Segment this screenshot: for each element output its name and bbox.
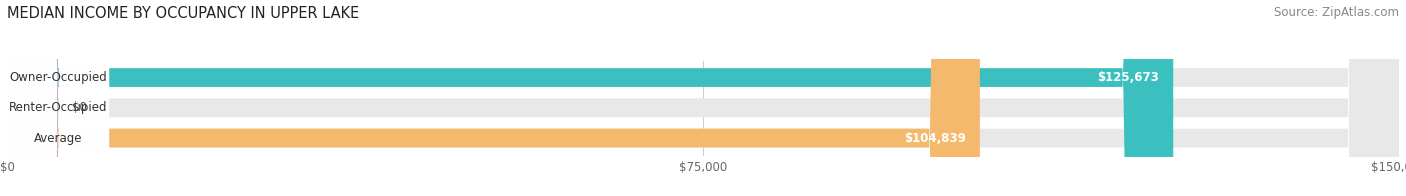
FancyBboxPatch shape	[7, 0, 110, 196]
FancyBboxPatch shape	[7, 0, 58, 196]
Text: $125,673: $125,673	[1098, 71, 1160, 84]
Text: Renter-Occupied: Renter-Occupied	[8, 101, 107, 114]
Text: Owner-Occupied: Owner-Occupied	[10, 71, 107, 84]
FancyBboxPatch shape	[7, 0, 1399, 196]
FancyBboxPatch shape	[7, 0, 980, 196]
Text: $104,839: $104,839	[904, 132, 966, 144]
FancyBboxPatch shape	[7, 0, 1399, 196]
FancyBboxPatch shape	[7, 0, 110, 196]
Text: $0: $0	[72, 101, 87, 114]
FancyBboxPatch shape	[7, 0, 1399, 196]
FancyBboxPatch shape	[7, 0, 1173, 196]
Text: Average: Average	[34, 132, 83, 144]
FancyBboxPatch shape	[7, 0, 110, 196]
Text: MEDIAN INCOME BY OCCUPANCY IN UPPER LAKE: MEDIAN INCOME BY OCCUPANCY IN UPPER LAKE	[7, 6, 360, 21]
Text: Source: ZipAtlas.com: Source: ZipAtlas.com	[1274, 6, 1399, 19]
